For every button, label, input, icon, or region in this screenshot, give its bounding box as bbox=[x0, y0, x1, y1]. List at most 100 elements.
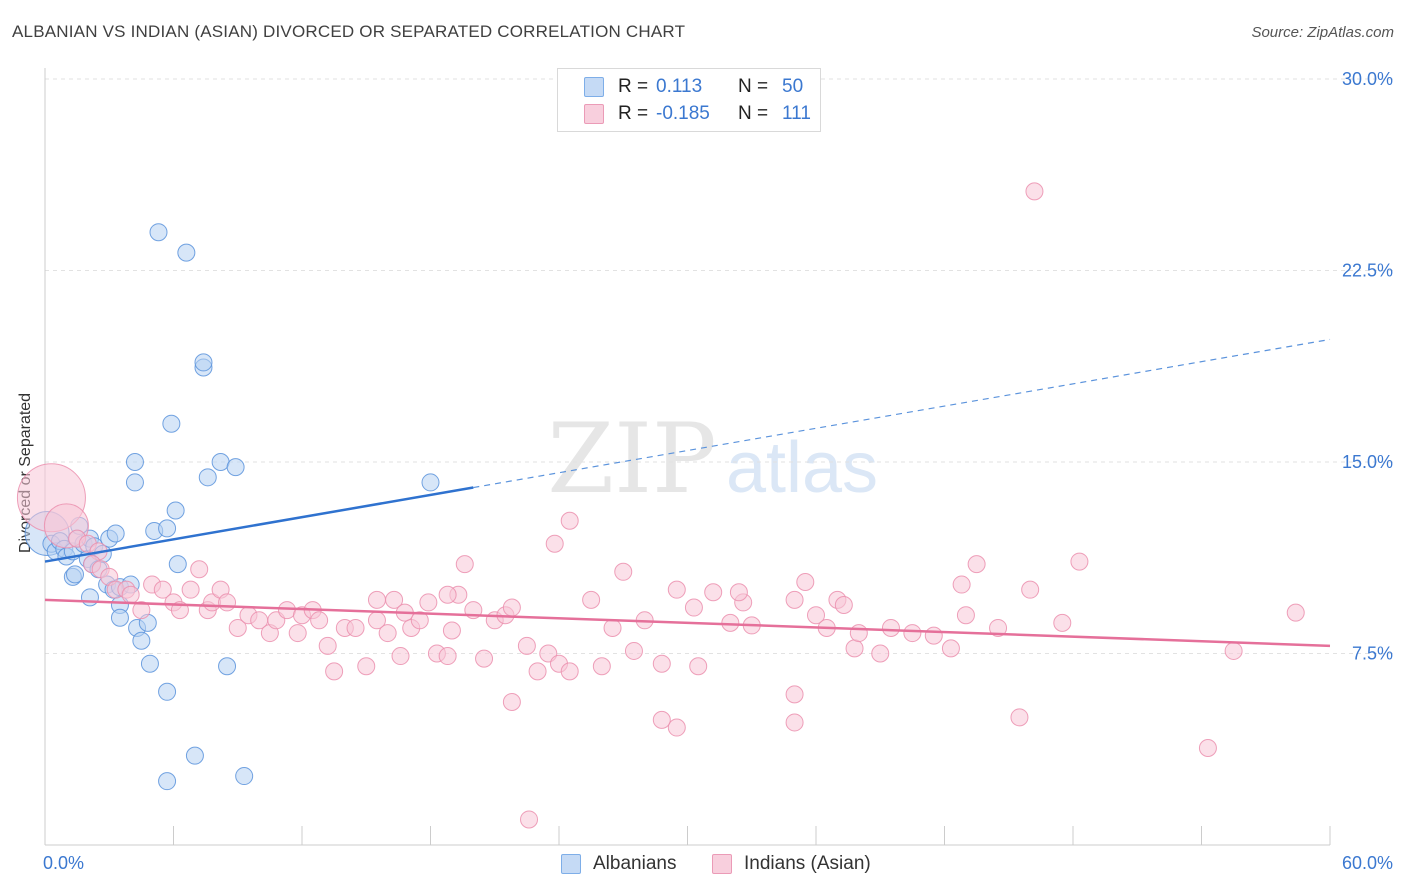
data-point bbox=[65, 565, 84, 584]
data-point bbox=[652, 654, 671, 673]
data-point bbox=[166, 501, 185, 520]
data-point bbox=[140, 654, 159, 673]
watermark-atlas: atlas bbox=[726, 428, 878, 508]
data-point bbox=[667, 580, 686, 599]
data-point bbox=[1053, 613, 1072, 632]
data-point bbox=[125, 473, 144, 492]
data-point bbox=[614, 562, 633, 581]
data-point bbox=[684, 598, 703, 617]
data-point bbox=[385, 590, 404, 609]
tick-labels: 7.5% 15.0% 22.5% 30.0% 0.0% 60.0% bbox=[43, 69, 1393, 873]
data-point bbox=[218, 593, 237, 612]
y-tick-label: 30.0% bbox=[1342, 69, 1393, 89]
n-label: N = bbox=[738, 76, 769, 97]
data-point bbox=[1286, 603, 1305, 622]
data-point bbox=[228, 618, 247, 637]
data-point bbox=[110, 608, 129, 627]
data-point bbox=[168, 555, 187, 574]
data-point bbox=[956, 606, 975, 625]
data-point bbox=[881, 618, 900, 637]
r-value: 0.113 bbox=[656, 76, 703, 97]
data-point bbox=[149, 223, 168, 242]
data-point bbox=[438, 585, 457, 604]
data-point bbox=[190, 560, 209, 579]
albanians-trend-extension bbox=[473, 338, 1331, 489]
data-point bbox=[325, 662, 344, 681]
data-point bbox=[158, 519, 177, 538]
data-point bbox=[1021, 580, 1040, 599]
data-point bbox=[218, 657, 237, 676]
data-point bbox=[545, 534, 564, 553]
data-point bbox=[989, 618, 1008, 637]
data-point bbox=[153, 580, 172, 599]
data-point bbox=[158, 772, 177, 791]
data-point bbox=[721, 613, 740, 632]
data-point bbox=[785, 590, 804, 609]
x-tick-label: 0.0% bbox=[43, 853, 84, 873]
n-label: N = bbox=[738, 103, 769, 124]
chart-title: ALBANIAN VS INDIAN (ASIAN) DIVORCED OR S… bbox=[12, 22, 686, 41]
data-point bbox=[211, 453, 230, 471]
data-point bbox=[1010, 708, 1029, 727]
data-point bbox=[198, 468, 217, 487]
data-point bbox=[652, 710, 671, 729]
data-point bbox=[785, 713, 804, 732]
legend-label: Indians (Asian) bbox=[744, 853, 871, 874]
r-value: -0.185 bbox=[656, 103, 710, 124]
data-point bbox=[689, 657, 708, 676]
data-point bbox=[106, 524, 125, 543]
data-point bbox=[455, 555, 474, 574]
data-point bbox=[592, 657, 611, 676]
data-point bbox=[729, 583, 748, 602]
data-point bbox=[845, 639, 864, 658]
data-point bbox=[80, 588, 99, 607]
data-point bbox=[924, 626, 943, 645]
data-point bbox=[603, 618, 622, 637]
data-point bbox=[442, 621, 461, 640]
axes bbox=[44, 68, 1331, 846]
source-note: Source: ZipAtlas.com bbox=[1251, 24, 1394, 41]
data-point bbox=[952, 575, 971, 594]
indians-trend-line bbox=[44, 598, 1331, 648]
stats-legend: R = 0.113 N = 50 R = -0.185 N = 111 bbox=[557, 68, 821, 132]
data-point bbox=[796, 573, 815, 592]
data-point bbox=[125, 453, 144, 471]
data-point bbox=[1198, 738, 1217, 757]
data-point bbox=[871, 644, 890, 663]
data-point bbox=[941, 639, 960, 658]
y-tick-label: 15.0% bbox=[1342, 452, 1393, 472]
albanians-swatch bbox=[584, 77, 604, 97]
data-point bbox=[177, 243, 196, 262]
legend-row-albanians: R = 0.113 N = 50 bbox=[584, 75, 864, 99]
data-point bbox=[520, 810, 539, 829]
data-point bbox=[582, 590, 601, 609]
data-point bbox=[1025, 182, 1044, 201]
x-tick-label: 60.0% bbox=[1342, 853, 1393, 873]
albanians-points bbox=[24, 223, 440, 791]
data-point bbox=[502, 598, 521, 617]
data-point bbox=[849, 624, 868, 643]
n-value: 50 bbox=[782, 76, 804, 97]
watermark-zip: ZIP bbox=[547, 403, 716, 515]
data-point bbox=[1224, 641, 1243, 660]
data-point bbox=[421, 473, 440, 492]
data-point bbox=[438, 647, 457, 666]
indians-swatch bbox=[712, 854, 732, 874]
r-label: R = bbox=[618, 76, 649, 97]
data-point bbox=[967, 555, 986, 574]
data-point bbox=[560, 511, 579, 530]
data-point bbox=[667, 718, 686, 737]
indians-points bbox=[16, 182, 1305, 829]
data-point bbox=[288, 624, 307, 643]
data-point bbox=[278, 601, 297, 620]
watermark: ZIP atlas bbox=[547, 403, 878, 515]
data-point bbox=[378, 624, 397, 643]
data-point bbox=[181, 580, 200, 599]
data-point bbox=[807, 606, 825, 625]
data-point bbox=[162, 414, 181, 433]
data-point bbox=[528, 662, 547, 681]
indians-swatch bbox=[584, 104, 604, 124]
r-label: R = bbox=[618, 103, 649, 124]
data-points bbox=[16, 182, 1305, 829]
